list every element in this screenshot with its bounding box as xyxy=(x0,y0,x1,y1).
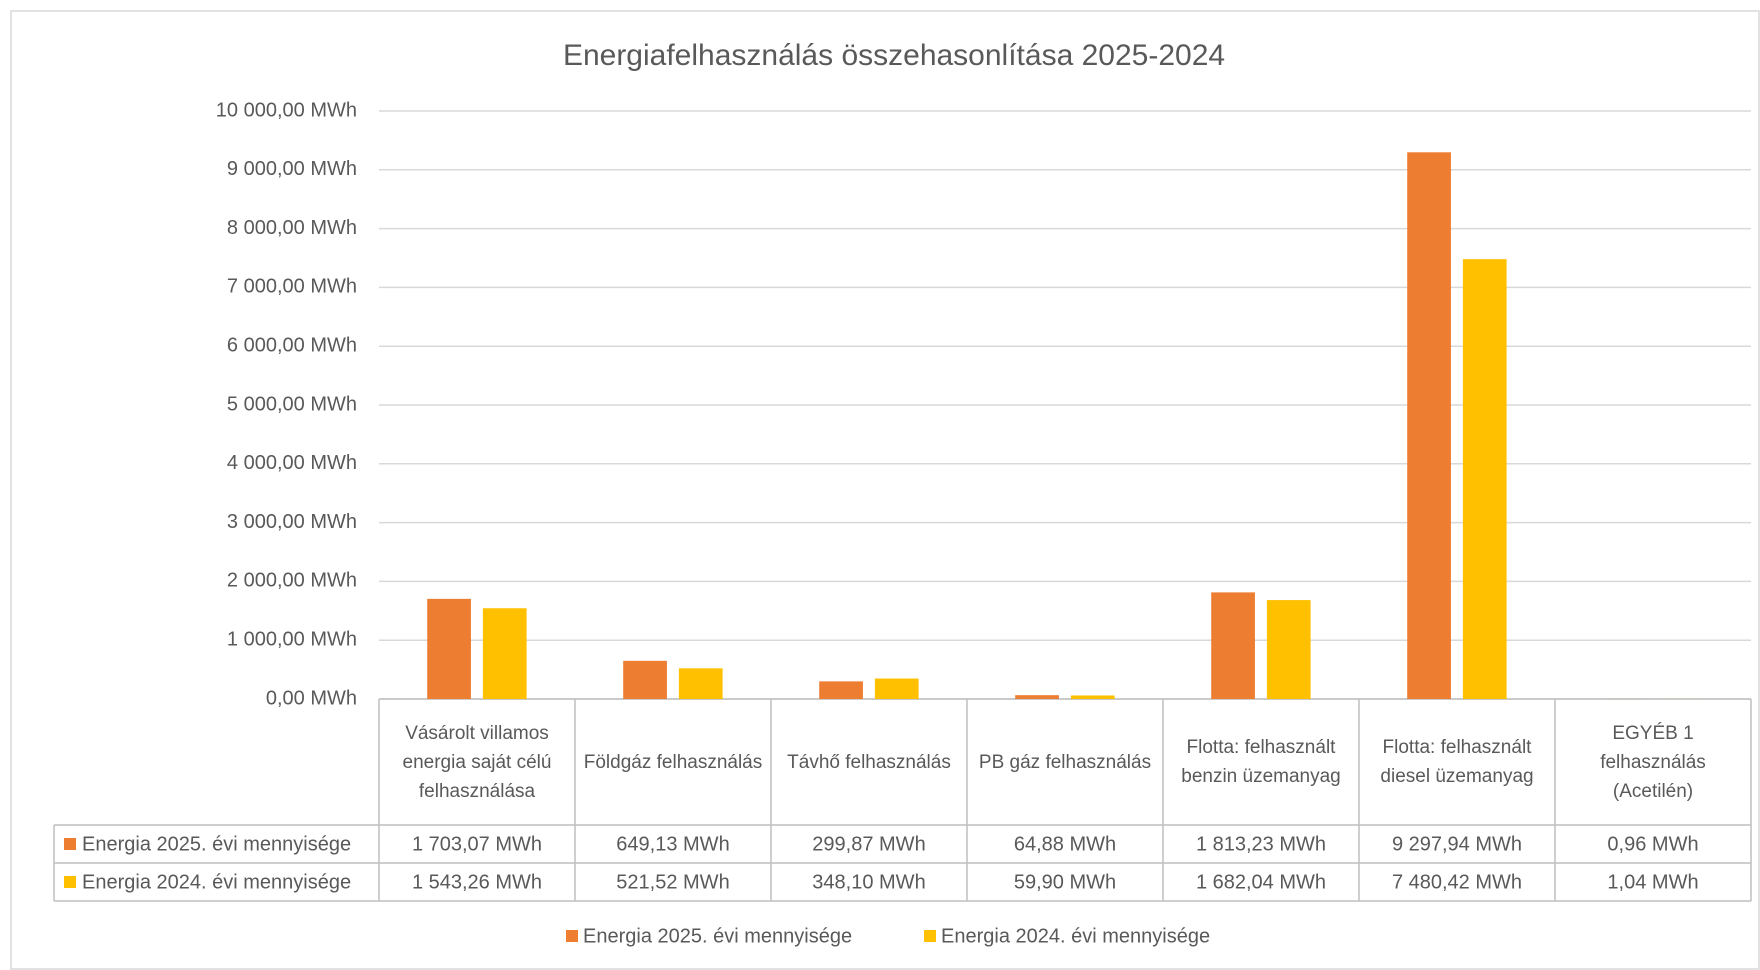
data-label: 59,90 MWh xyxy=(1014,871,1116,893)
category-cell: PB gáz felhasználás xyxy=(978,751,1152,773)
bar xyxy=(874,678,919,699)
x-tick-label: Flotta: felhasznált benzin üzemanyag xyxy=(1181,737,1341,787)
y-tick-label: 9 000,00 MWh xyxy=(227,158,357,180)
table-series-label: Energia 2025. évi mennyisége xyxy=(82,833,351,855)
bar xyxy=(1462,259,1507,699)
y-tick-label: 10 000,00 MWh xyxy=(216,99,357,121)
y-tick-label: 0,00 MWh xyxy=(266,687,357,709)
y-tick-label: 6 000,00 MWh xyxy=(227,334,357,356)
bar xyxy=(623,660,667,699)
data-label: 649,13 MWh xyxy=(616,833,729,855)
data-label: 7 480,42 MWh xyxy=(1392,871,1522,893)
chart-title: Energiafelhasználás összehasonlítása 202… xyxy=(563,39,1225,72)
data-label: 348,10 MWh xyxy=(812,871,925,893)
y-tick-label: 8 000,00 MWh xyxy=(227,217,357,239)
y-tick-label: 7 000,00 MWh xyxy=(227,276,357,298)
legend-label: Energia 2024. évi mennyisége xyxy=(941,925,1210,947)
y-tick-label: 1 000,00 MWh xyxy=(227,628,357,650)
bar xyxy=(1407,152,1451,699)
category-cell: Távhő felhasználás xyxy=(787,751,951,773)
x-tick-label: Földgáz felhasználás xyxy=(583,751,763,773)
category-cell: Földgáz felhasználás xyxy=(583,751,763,773)
bar xyxy=(678,668,723,699)
x-tick-label: EGYÉB 1 felhasználás (Acetilén) xyxy=(1600,722,1706,802)
data-label: 1 813,23 MWh xyxy=(1196,833,1326,855)
data-label: 64,88 MWh xyxy=(1014,833,1116,855)
bar xyxy=(427,598,471,699)
table-series-label: Energia 2024. évi mennyisége xyxy=(82,871,351,893)
legend-key xyxy=(566,930,578,942)
legend-label: Energia 2025. évi mennyisége xyxy=(583,925,852,947)
x-tick-label: Flotta: felhasznált diesel üzemanyag xyxy=(1380,737,1534,787)
y-tick-label: 2 000,00 MWh xyxy=(227,570,357,592)
data-label: 521,52 MWh xyxy=(616,871,729,893)
category-cell: Flotta: felhasznált benzin üzemanyag xyxy=(1181,737,1341,787)
x-tick-label: PB gáz felhasználás xyxy=(978,751,1152,773)
y-tick-label: 5 000,00 MWh xyxy=(227,393,357,415)
y-tick-label: 4 000,00 MWh xyxy=(227,452,357,474)
data-label: 1 543,26 MWh xyxy=(412,871,542,893)
chart-border xyxy=(10,10,1760,970)
data-label: 1 682,04 MWh xyxy=(1196,871,1326,893)
bar xyxy=(482,608,527,699)
category-cell: EGYÉB 1 felhasználás (Acetilén) xyxy=(1600,722,1706,802)
bar xyxy=(1070,695,1115,699)
category-cell: Vásárolt villamos energia saját célú fel… xyxy=(402,722,552,802)
bar xyxy=(1266,600,1311,699)
bar xyxy=(1211,592,1255,699)
data-label: 1 703,07 MWh xyxy=(412,833,542,855)
category-cell: Flotta: felhasznált diesel üzemanyag xyxy=(1380,737,1534,787)
bar xyxy=(819,681,863,699)
x-tick-label: Távhő felhasználás xyxy=(787,751,951,773)
data-label: 299,87 MWh xyxy=(812,833,925,855)
data-label: 0,96 MWh xyxy=(1607,833,1698,855)
x-tick-label: Vásárolt villamos energia saját célú fel… xyxy=(402,722,552,802)
data-label: 9 297,94 MWh xyxy=(1392,833,1522,855)
legend-key xyxy=(64,876,76,888)
y-tick-label: 3 000,00 MWh xyxy=(227,511,357,533)
legend-key xyxy=(64,838,76,850)
bar xyxy=(1015,695,1059,699)
data-label: 1,04 MWh xyxy=(1607,871,1698,893)
legend-key xyxy=(924,930,936,942)
